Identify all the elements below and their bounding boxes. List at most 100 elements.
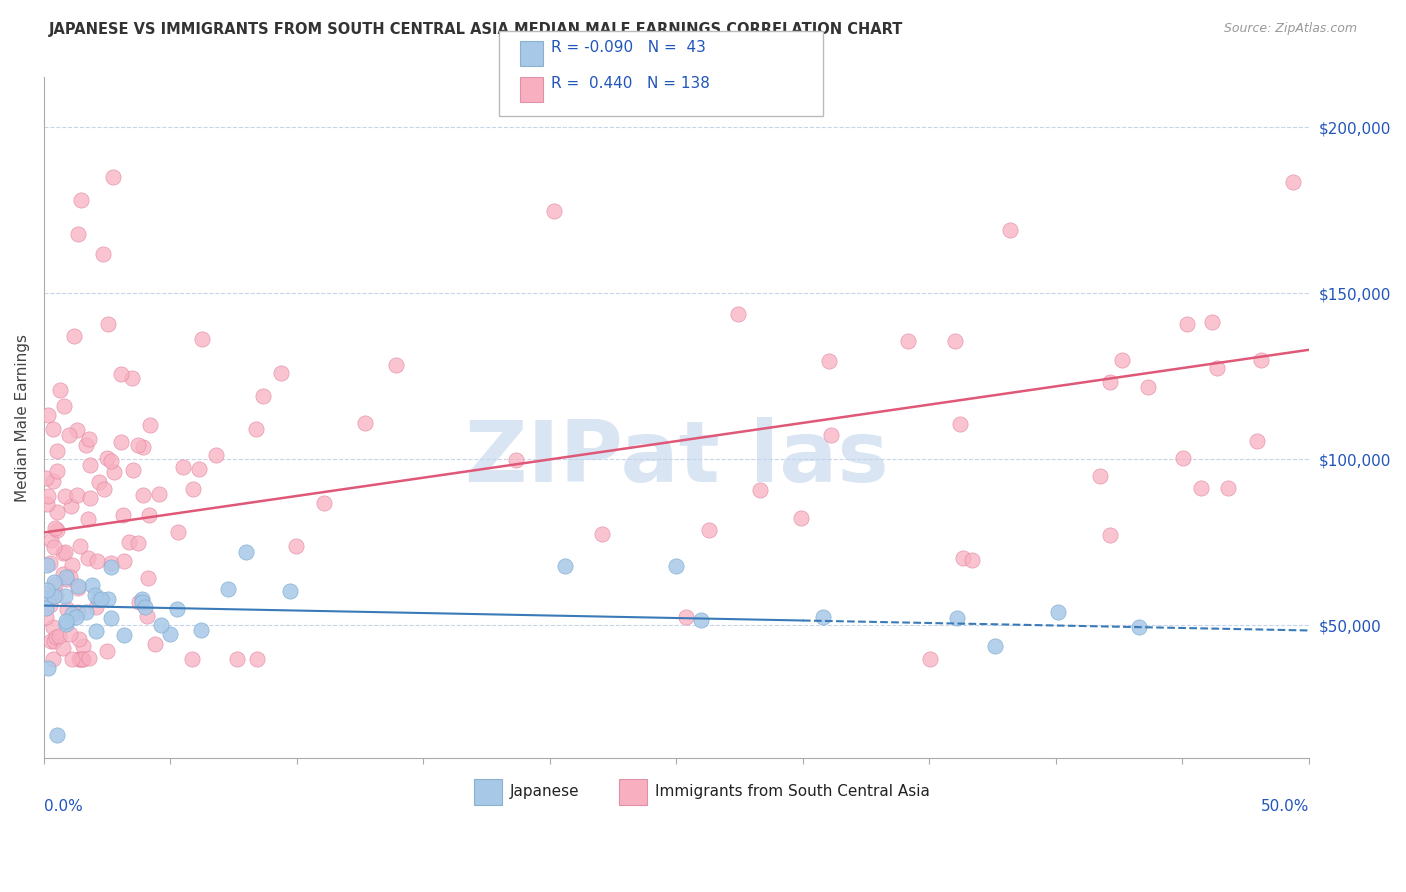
Point <box>93 482 115 496</box>
Point <box>35 471 58 485</box>
Point <box>138 508 160 523</box>
Point <box>59 499 82 513</box>
Point <box>37 582 59 597</box>
Point <box>39 556 62 570</box>
Point <box>148 486 170 500</box>
Point <box>181 651 204 665</box>
Point <box>91 247 114 261</box>
Point <box>46 505 69 519</box>
Point <box>312 496 335 510</box>
Point <box>135 608 157 623</box>
Point <box>139 418 162 433</box>
Point <box>280 584 302 599</box>
Point <box>1046 605 1069 619</box>
Point <box>103 465 125 479</box>
Point <box>53 590 76 604</box>
Point <box>110 368 132 382</box>
Point <box>67 227 90 242</box>
Point <box>67 651 90 665</box>
Point <box>132 440 155 454</box>
Point <box>1088 469 1111 483</box>
Point <box>55 614 77 628</box>
Point <box>35 587 58 601</box>
Point <box>127 536 149 550</box>
Point <box>67 605 90 619</box>
Point <box>46 464 69 478</box>
Point <box>45 630 67 644</box>
Point <box>97 592 120 607</box>
Point <box>790 511 813 525</box>
Point <box>1099 527 1122 541</box>
Point <box>1128 620 1150 634</box>
Point <box>44 633 66 648</box>
Point <box>132 488 155 502</box>
Point <box>235 545 257 559</box>
Point <box>943 334 966 348</box>
Point <box>66 582 89 596</box>
Point <box>112 628 135 642</box>
Point <box>35 497 58 511</box>
Point <box>87 591 110 606</box>
Point <box>45 588 67 602</box>
Point <box>112 554 135 568</box>
Point <box>75 437 97 451</box>
Point <box>35 600 58 615</box>
Point <box>385 359 408 373</box>
Point <box>39 533 62 548</box>
Point <box>101 170 124 185</box>
Point <box>100 556 122 570</box>
Point <box>60 558 83 572</box>
Point <box>191 332 214 346</box>
Point <box>690 613 713 627</box>
Point <box>66 488 89 502</box>
Point <box>75 605 97 619</box>
Point <box>83 589 105 603</box>
Point <box>59 570 82 584</box>
Point <box>53 545 76 559</box>
Point <box>48 629 70 643</box>
Point <box>554 558 576 573</box>
Point <box>245 422 267 436</box>
Point <box>79 458 101 472</box>
Point <box>187 462 209 476</box>
Text: Japanese: Japanese <box>509 784 579 799</box>
Point <box>1218 481 1240 495</box>
Point <box>79 432 101 446</box>
Point <box>183 482 205 496</box>
Point <box>37 661 59 675</box>
Point <box>72 639 94 653</box>
Point <box>44 541 66 555</box>
Text: 50.0%: 50.0% <box>1261 799 1309 814</box>
Point <box>69 539 91 553</box>
Point <box>1137 380 1160 394</box>
Point <box>1171 450 1194 465</box>
Point <box>1246 434 1268 448</box>
Point <box>44 521 66 535</box>
Point <box>100 560 122 574</box>
Point <box>60 607 83 622</box>
Text: JAPANESE VS IMMIGRANTS FROM SOUTH CENTRAL ASIA MEDIAN MALE EARNINGS CORRELATION : JAPANESE VS IMMIGRANTS FROM SOUTH CENTRA… <box>49 22 904 37</box>
Point <box>949 417 972 432</box>
Point <box>190 623 212 637</box>
Point <box>918 651 941 665</box>
Point <box>665 558 688 573</box>
Point <box>112 508 135 523</box>
Point <box>697 523 720 537</box>
Point <box>952 551 974 566</box>
Point <box>56 572 79 586</box>
Point <box>136 570 159 584</box>
Point <box>55 616 77 631</box>
Point <box>44 578 66 592</box>
Point <box>55 602 77 616</box>
Point <box>252 389 274 403</box>
Point <box>38 599 60 613</box>
Point <box>945 611 967 625</box>
Point <box>46 523 69 537</box>
Point <box>122 463 145 477</box>
Point <box>128 595 150 609</box>
Point <box>1189 481 1212 495</box>
Point <box>46 728 69 742</box>
Text: ZIPat las: ZIPat las <box>464 417 889 500</box>
Point <box>52 566 75 581</box>
Point <box>127 438 149 452</box>
